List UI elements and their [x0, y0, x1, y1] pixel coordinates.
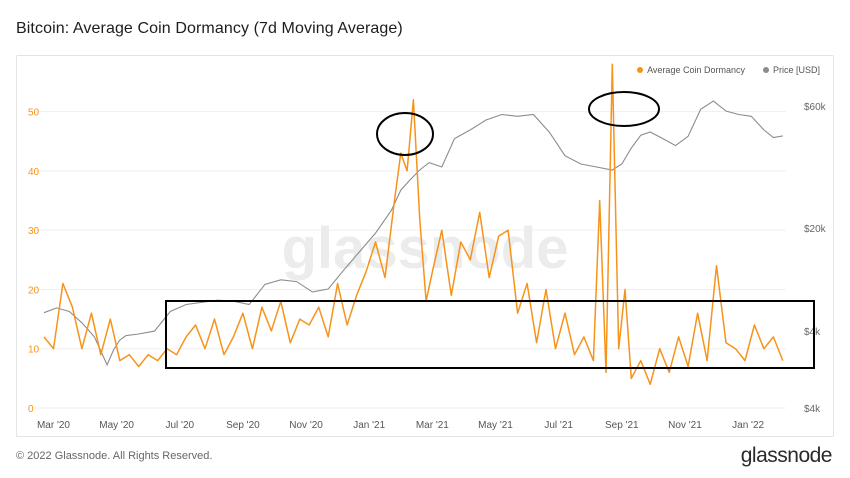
legend-dormancy-swatch	[637, 67, 644, 73]
legend-item-dormancy[interactable]: Average Coin Dormancy	[637, 65, 745, 75]
chart-frame	[16, 55, 834, 437]
legend-dormancy-label: Average Coin Dormancy	[647, 65, 745, 75]
legend-price-label: Price [USD]	[772, 65, 820, 75]
glassnode-logo[interactable]: glassnode	[740, 444, 833, 467]
chart-title: Bitcoin: Average Coin Dormancy (7d Movin…	[16, 20, 403, 37]
copyright: © 2022 Glassnode. All Rights Reserved.	[16, 450, 213, 462]
legend: Average Coin Dormancy Price [USD]	[637, 65, 820, 75]
legend-price-swatch	[762, 67, 769, 73]
legend-item-price[interactable]: Price [USD]	[762, 65, 820, 75]
